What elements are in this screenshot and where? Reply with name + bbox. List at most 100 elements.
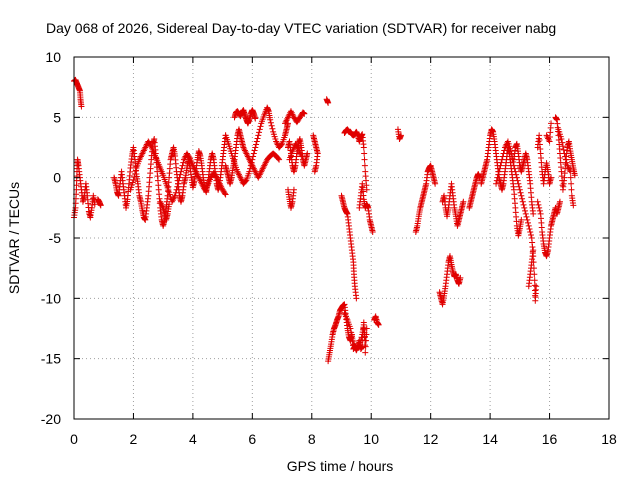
data-point (513, 171, 520, 178)
data-point (147, 142, 154, 149)
data-point (78, 103, 85, 110)
data-point (186, 154, 193, 161)
data-point (91, 201, 98, 208)
data-point (518, 192, 525, 199)
data-point (257, 123, 264, 130)
x-tick-label: 6 (248, 431, 256, 447)
data-point (523, 213, 530, 220)
data-point (511, 165, 518, 172)
data-point (131, 174, 138, 181)
data-point (570, 202, 577, 209)
data-point (267, 119, 274, 126)
y-axis-ticks: -20 -15 -10 -5 0 5 10 (41, 49, 609, 427)
data-point (361, 162, 368, 169)
data-point (360, 144, 367, 151)
data-point (516, 183, 523, 190)
data-point (531, 287, 538, 294)
data-point (519, 198, 526, 205)
data-point (519, 195, 526, 202)
data-point (496, 168, 503, 175)
data-point (255, 132, 262, 139)
data-point (535, 201, 542, 208)
data-point (567, 168, 574, 175)
data-point (520, 201, 527, 208)
data-point (571, 172, 578, 179)
data-point (562, 153, 569, 160)
data-point (501, 147, 508, 154)
data-point (361, 156, 368, 163)
data-point (221, 190, 228, 197)
data-point (567, 174, 574, 181)
data-point (559, 143, 566, 150)
data-point (347, 325, 354, 332)
data-point (174, 183, 181, 190)
data-point (256, 126, 263, 133)
data-point (493, 180, 500, 187)
data-point (256, 129, 263, 136)
data-point (517, 189, 524, 196)
data-point (525, 219, 532, 226)
data-point (251, 147, 258, 154)
data-point (512, 168, 519, 175)
data-point (499, 156, 505, 163)
data-point (533, 283, 540, 290)
data-point (527, 231, 534, 238)
data-point (254, 135, 261, 142)
chart-title: Day 068 of 2026, Sidereal Day-to-day VTE… (46, 20, 556, 36)
data-point (304, 150, 311, 157)
data-point (494, 174, 501, 181)
data-point (375, 321, 382, 328)
data-point (253, 138, 260, 145)
data-point (363, 186, 370, 193)
data-point (563, 159, 570, 166)
data-point (357, 339, 364, 346)
data-point (131, 171, 138, 178)
data-point (556, 198, 563, 205)
data-point (250, 153, 257, 160)
data-point (362, 349, 369, 356)
y-tick-label: -20 (41, 411, 61, 427)
data-point (250, 150, 257, 157)
data-point (397, 132, 404, 139)
data-point (252, 144, 259, 151)
data-point (253, 141, 260, 148)
data-point (548, 174, 555, 181)
data-point (369, 228, 376, 235)
data-point (269, 125, 276, 132)
data-point (222, 191, 229, 198)
data-point (246, 168, 253, 175)
data-point (325, 99, 332, 106)
data-point (97, 202, 104, 209)
data-point (172, 189, 179, 196)
data-point (522, 210, 529, 217)
data-point (513, 174, 520, 181)
data-point (524, 216, 531, 223)
x-tick-label: 10 (363, 431, 379, 447)
x-tick-label: 0 (70, 431, 78, 447)
y-tick-label: 5 (53, 109, 61, 125)
data-point (166, 201, 173, 208)
data-point (357, 336, 364, 343)
data-point (242, 177, 249, 184)
data-point (177, 171, 184, 178)
y-tick-label: 10 (45, 49, 61, 65)
data-point (500, 150, 507, 157)
data-point (499, 153, 506, 160)
y-tick-label: -5 (49, 230, 62, 246)
data-point (568, 180, 575, 187)
data-point (527, 228, 534, 235)
data-point (536, 204, 543, 211)
data-point (354, 343, 361, 350)
data-point (525, 222, 532, 229)
data-point (522, 207, 529, 214)
data-point (531, 277, 538, 284)
x-tick-label: 14 (482, 431, 498, 447)
data-point (558, 136, 565, 143)
data-point (362, 337, 369, 344)
data-point (496, 165, 503, 172)
data-point (432, 180, 439, 187)
data-point (267, 116, 274, 123)
data-point (510, 162, 517, 169)
x-tick-label: 16 (542, 431, 558, 447)
